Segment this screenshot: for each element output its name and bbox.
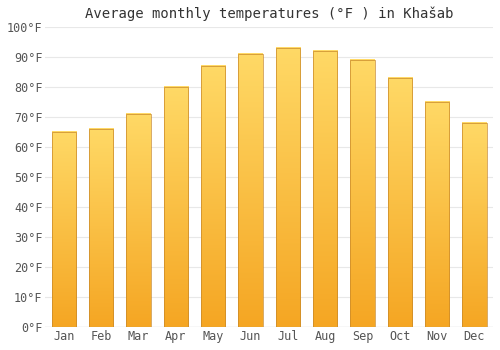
Bar <box>276 48 300 327</box>
Bar <box>350 60 374 327</box>
Bar <box>89 129 114 327</box>
Bar <box>462 123 486 327</box>
Bar <box>201 66 226 327</box>
Title: Average monthly temperatures (°F ) in Khašab: Average monthly temperatures (°F ) in Kh… <box>85 7 454 21</box>
Bar <box>313 51 338 327</box>
Bar <box>238 54 262 327</box>
Bar <box>164 87 188 327</box>
Bar <box>126 114 150 327</box>
Bar <box>388 78 412 327</box>
Bar <box>425 102 449 327</box>
Bar <box>52 132 76 327</box>
